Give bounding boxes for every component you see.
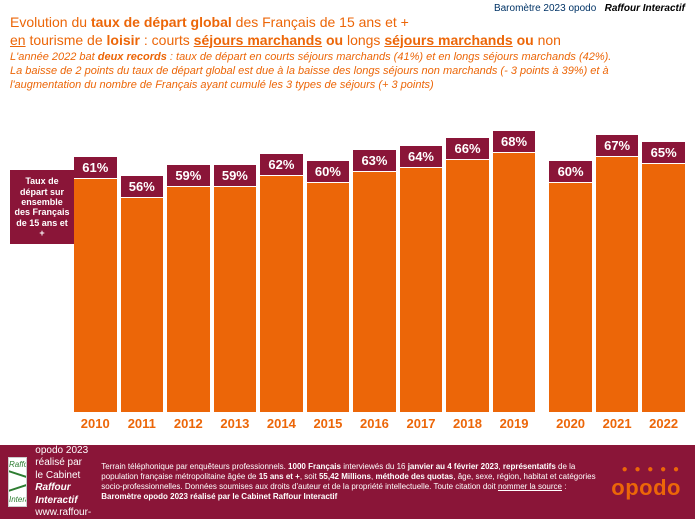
bar-value-label: 59% [167,165,210,187]
bar [167,187,210,412]
topbar-label: Baromètre 2023 [494,3,566,14]
raffour-logo-bottom: Interactif [9,495,26,504]
opodo-name: opodo [611,475,681,501]
bar-value-label: 63% [353,150,396,172]
bar-value-label: 65% [642,142,685,164]
bar-spacer [400,102,443,146]
bar-column: 64% [400,102,443,412]
bar-column: 56% [121,102,164,412]
page: Baromètre 2023 opodo Raffour Interactif … [0,0,695,519]
opodo-dots-icon: ● ● ● ● ● [611,464,681,475]
header: Evolution du taux de départ global des F… [0,14,695,94]
x-axis-label: 2010 [74,416,117,431]
chart-area: Taux de départ sur ensemble des Français… [10,102,685,412]
bar-spacer [642,102,685,142]
bar-column: 68% [493,102,536,412]
topbar-brand-opodo: opodo [568,3,596,14]
x-axis-label: 2013 [214,416,257,431]
bar [260,176,303,412]
x-axis-label: 2015 [307,416,350,431]
bar [353,172,396,412]
bar-value-label: 68% [493,131,536,153]
x-axis-label: 2021 [596,416,639,431]
bar [642,164,685,412]
bar-column: 63% [353,102,396,412]
x-axis-label: 2017 [400,416,443,431]
raffour-logo: Raffour Interactif [8,457,27,507]
footer-mid: Terrain téléphonique par enquêteurs prof… [91,462,611,502]
x-axis-label: 2016 [353,416,396,431]
bar-value-label: 56% [121,176,164,198]
bar-column: 65% [642,102,685,412]
bar-spacer [549,102,592,161]
bar-gap [539,416,545,431]
bar-spacer [214,102,257,165]
x-axis-label: 2014 [260,416,303,431]
bar [74,179,117,412]
bar-spacer [493,102,536,131]
bar-value-label: 66% [446,138,489,160]
x-axis-label: 2020 [549,416,592,431]
bar [400,168,443,412]
bar-value-label: 67% [596,135,639,157]
bar-chart: 61%56%59%59%62%60%63%64%66%68%60%67%65% [74,102,685,412]
bar-column: 66% [446,102,489,412]
footer-left-line1: Baromètre opodo 2023 [35,432,91,457]
chart-subtitle: L'année 2022 bat deux records : taux de … [10,51,685,92]
bar-column: 61% [74,102,117,412]
footer-left-line3: Raffour Interactif [35,482,91,507]
bar-spacer [167,102,210,165]
bar [493,153,536,412]
footer: Raffour Interactif Baromètre opodo 2023 … [0,445,695,519]
x-axis-label: 2012 [167,416,210,431]
bar-spacer [121,102,164,176]
bar [307,183,350,412]
x-axis-labels: 2010 20112012 20132014 20152016 20172018 2019… [74,416,685,431]
bar-column: 67% [596,102,639,412]
bar-value-label: 60% [549,161,592,183]
raffour-logo-top: Raffour [9,460,26,469]
bar [596,157,639,412]
bar-spacer [260,102,303,154]
bar [446,160,489,412]
bar-spacer [596,102,639,135]
x-axis-label: 2019 [493,416,536,431]
bar-spacer [74,102,117,157]
top-bar: Baromètre 2023 opodo Raffour Interactif [0,0,695,14]
bar [121,198,164,412]
bar-spacer [307,102,350,161]
x-axis-label: 2022 [642,416,685,431]
bar-value-label: 62% [260,154,303,176]
footer-left-url: www.raffour-interactif.fr [35,507,91,519]
footer-left: Baromètre opodo 2023 réalisé par le Cabi… [35,432,91,519]
bar-column: 59% [167,102,210,412]
x-axis-label: 2011 [121,416,164,431]
x-axis-label: 2018 [446,416,489,431]
bar-value-label: 60% [307,161,350,183]
bar-value-label: 64% [400,146,443,168]
bar [214,187,257,412]
bar-column: 62% [260,102,303,412]
footer-left-line2: réalisé par le Cabinet [35,457,91,482]
bar-spacer [353,102,396,150]
bar-column: 60% [549,102,592,412]
bar-value-label: 59% [214,165,257,187]
bar-spacer [446,102,489,138]
bar-column: 59% [214,102,257,412]
y-axis-label: Taux de départ sur ensemble des Français… [10,170,74,244]
bar [549,183,592,412]
bar-value-label: 61% [74,157,117,179]
bar-column: 60% [307,102,350,412]
chart-title: Evolution du taux de départ global des F… [10,14,685,49]
opodo-logo: ● ● ● ● ● opodo [611,464,681,501]
topbar-brand-raffour: Raffour Interactif [605,3,685,14]
